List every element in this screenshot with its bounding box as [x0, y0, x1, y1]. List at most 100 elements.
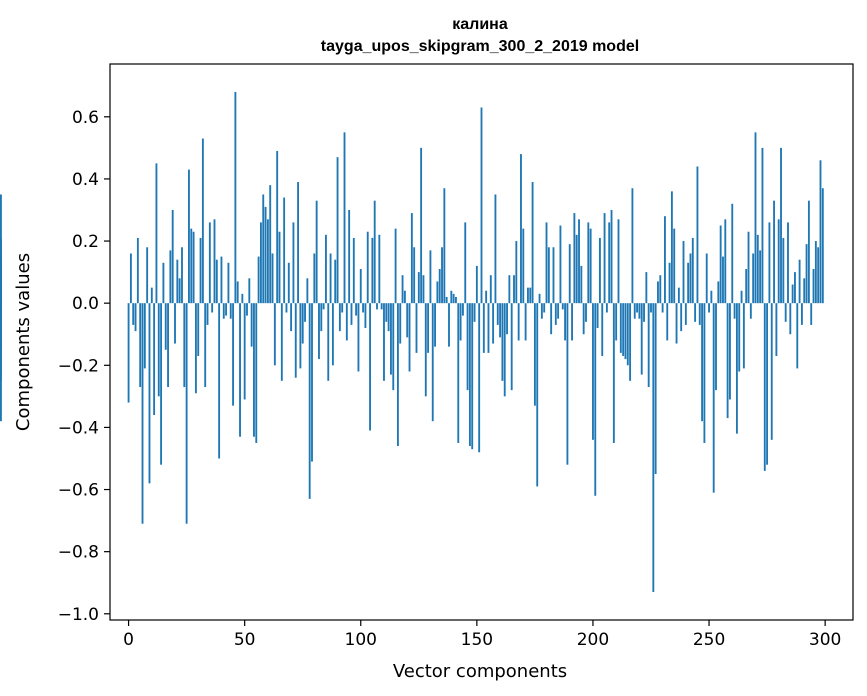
bar-component-84 — [322, 303, 325, 310]
bar-component-66 — [280, 303, 283, 381]
bar-component-215 — [626, 303, 629, 366]
y-tick-label: 0.6 — [72, 108, 99, 128]
bar-component-248 — [703, 303, 706, 443]
chart-title: калина — [452, 16, 508, 33]
bar-component-153 — [482, 303, 485, 353]
bar-component-108 — [378, 234, 381, 304]
bar-component-222 — [643, 303, 645, 322]
x-tick-label: 100 — [345, 630, 377, 650]
bar-component-183 — [552, 247, 555, 304]
bar-component-149 — [473, 303, 476, 322]
bar-component-32 — [201, 138, 204, 304]
bar-component-238 — [680, 303, 683, 332]
bar-component-161 — [501, 303, 504, 381]
bar-component-64 — [276, 150, 279, 304]
bar-component-296 — [814, 241, 817, 304]
bar-component-278 — [773, 200, 775, 304]
bar-component-42 — [225, 303, 228, 316]
bar-component-169 — [520, 154, 522, 304]
bar-component-162 — [503, 303, 506, 397]
bar-component-46 — [234, 91, 237, 304]
bar-component-89 — [334, 259, 337, 304]
bar-component-224 — [647, 303, 650, 388]
bar-component-228 — [657, 281, 659, 304]
bar-component-50 — [243, 303, 246, 400]
bar-component-60 — [266, 219, 269, 304]
bar-component-62 — [271, 253, 274, 304]
bar-component-196 — [582, 303, 585, 335]
bar-component-112 — [387, 303, 390, 332]
bar-component-274 — [763, 303, 766, 471]
bar-component-266 — [745, 269, 748, 304]
bar-component-20 — [174, 303, 176, 344]
bar-component-101 — [362, 303, 365, 313]
bar-component-9 — [148, 303, 151, 484]
bar-component-184 — [554, 303, 557, 325]
bar-component-115 — [394, 228, 397, 304]
bar-component-12 — [155, 163, 158, 304]
bar-component-267 — [747, 231, 750, 304]
bar-component-15 — [162, 262, 165, 304]
bar-component-68 — [285, 303, 288, 313]
bar-component-290 — [800, 303, 803, 325]
bar-component-19 — [171, 209, 174, 304]
bar-component-298 — [819, 160, 822, 304]
bar-component-129 — [427, 303, 430, 353]
x-tick-label: 200 — [577, 630, 609, 650]
bar-component-293 — [807, 200, 810, 304]
bar-component-93 — [343, 132, 346, 304]
bar-component-284 — [787, 222, 789, 304]
bar-component-262 — [735, 303, 738, 434]
bar-component-90 — [336, 157, 339, 304]
bar-component-138 — [448, 303, 450, 347]
bar-component-166 — [513, 275, 515, 304]
bar-component-33 — [204, 303, 207, 388]
bar-component-13 — [157, 303, 160, 397]
bar-component-272 — [759, 250, 762, 304]
bar-component-245 — [696, 166, 699, 304]
bar-component-273 — [761, 147, 764, 304]
bar-component-163 — [506, 303, 508, 335]
bar-component-241 — [687, 262, 690, 304]
bar-component-122 — [410, 213, 413, 304]
bar-component-75 — [301, 303, 304, 344]
x-axis: 0 50 100 150 200 250 300 — [123, 620, 841, 650]
bar-component-258 — [726, 303, 729, 419]
bar-component-1 — [129, 253, 132, 304]
bar-component-240 — [684, 303, 687, 325]
bar-component-111 — [385, 303, 388, 322]
bar-component-79 — [311, 303, 313, 462]
bar-component-104 — [369, 303, 371, 431]
bar-component-3 — [134, 303, 137, 332]
bar-component-256 — [722, 256, 724, 304]
bar-component-226 — [652, 303, 655, 593]
bar-component-4 — [136, 237, 139, 304]
bar-component-53 — [250, 303, 253, 347]
bar-component-212 — [619, 303, 622, 353]
bar-component-45 — [232, 303, 234, 406]
bar-component-148 — [471, 303, 474, 450]
bar-component-152 — [480, 107, 483, 304]
bar-component-214 — [624, 303, 627, 360]
bar-component-136 — [443, 188, 446, 304]
bar-component-295 — [812, 269, 815, 304]
bar-component-225 — [650, 303, 652, 313]
bar-component-223 — [645, 272, 648, 304]
y-tick-label: −1.0 — [58, 605, 99, 625]
bar-component-231 — [664, 216, 666, 304]
bar-component-207 — [608, 222, 611, 304]
bar-component-143 — [459, 303, 462, 341]
bar-component-232 — [666, 303, 669, 341]
bar-component-237 — [677, 287, 680, 304]
bar-component-48 — [239, 303, 241, 437]
bar-component-206 — [605, 303, 608, 313]
bar-component-249 — [705, 253, 708, 304]
bar-component-191 — [571, 303, 573, 341]
bar-component-251 — [710, 290, 713, 304]
bar-component-130 — [429, 250, 432, 304]
bar-component-211 — [617, 219, 620, 304]
bar-component-47 — [236, 281, 239, 304]
bar-component-254 — [717, 281, 720, 304]
bar-component-159 — [496, 303, 499, 325]
bar-component-11 — [153, 303, 156, 415]
